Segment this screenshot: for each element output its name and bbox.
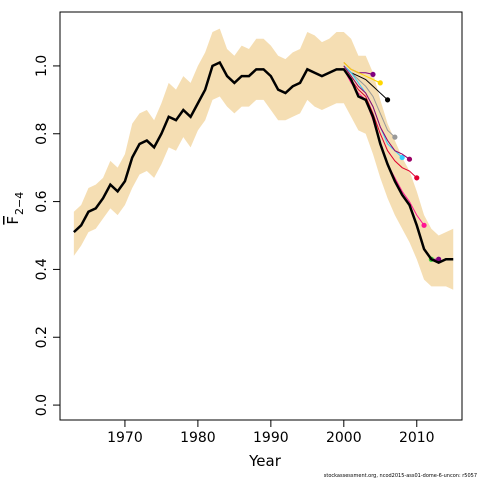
- y-axis-label: F: [4, 216, 22, 225]
- retro-endpoint: [406, 156, 413, 162]
- y-tick-label: 0.8: [34, 123, 50, 145]
- y-axis-label-group: F 2−4: [4, 192, 26, 225]
- x-tick-label: 1970: [107, 430, 143, 446]
- plot-frame: [59, 11, 463, 421]
- retro-endpoint: [421, 222, 427, 228]
- retro-endpoint: [414, 175, 420, 181]
- retro-line: [343, 65, 410, 160]
- retro-line: [343, 62, 381, 84]
- retro-endpoint: [399, 154, 405, 161]
- x-axis-label: Year: [248, 452, 282, 470]
- y-tick-label: 0.0: [34, 394, 50, 416]
- y-tick-label: 0.6: [34, 190, 50, 212]
- x-tick-label: 1990: [253, 430, 289, 446]
- retro-endpoint: [392, 134, 398, 140]
- y-tick-label: 0.2: [34, 326, 50, 348]
- x-tick-label: 1980: [180, 430, 216, 446]
- footer-note: stockassessment.org, ncod2015-ass01-dome…: [324, 473, 477, 479]
- retro-endpoint: [377, 80, 383, 86]
- retro-endpoint: [370, 71, 376, 78]
- y-tick-label: 1.0: [34, 55, 50, 77]
- y-tick-label: 0.4: [34, 258, 50, 280]
- retro-endpoint: [436, 256, 442, 262]
- retro-endpoint: [384, 97, 391, 103]
- main-line: [73, 60, 454, 265]
- retro-line: [343, 69, 418, 179]
- y-axis-label-subscript: 2−4: [13, 192, 26, 215]
- x-tick-label: 2000: [326, 430, 362, 446]
- x-tick-label: 2010: [399, 430, 435, 446]
